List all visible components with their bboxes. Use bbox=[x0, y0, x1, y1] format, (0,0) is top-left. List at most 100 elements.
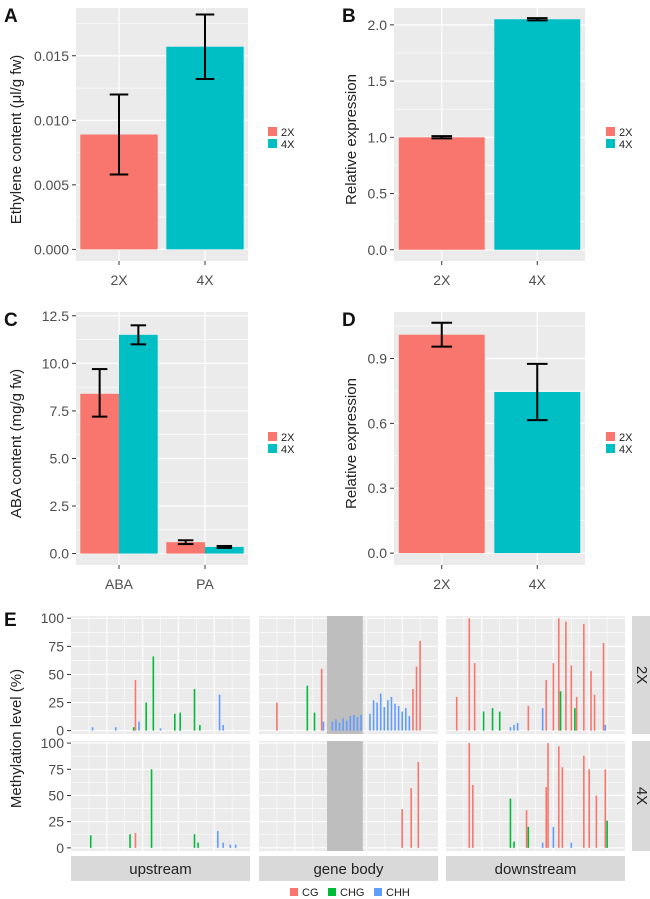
column-strip-label: upstream bbox=[129, 861, 192, 878]
methylation-bar-chg bbox=[498, 711, 501, 731]
methylation-bar-chh bbox=[509, 727, 512, 731]
bar-4x-pa bbox=[205, 546, 244, 554]
panel-letter: E bbox=[4, 610, 17, 631]
gap-region bbox=[327, 741, 363, 851]
methylation-bar-cg bbox=[557, 746, 560, 848]
y-axis-title: Ethylene content (μl/g fw) bbox=[8, 55, 25, 225]
legend-label: CHH bbox=[386, 887, 410, 899]
methylation-bar-cg bbox=[415, 666, 418, 731]
methylation-bar-chg bbox=[527, 826, 530, 848]
methylation-bar-cg bbox=[583, 755, 585, 848]
methylation-bar-chg bbox=[197, 842, 199, 848]
legend-label: 2X bbox=[619, 432, 633, 444]
methylation-bar-cg bbox=[595, 795, 598, 848]
y-tick-label: 0.6 bbox=[368, 415, 388, 431]
methylation-bar-cg bbox=[320, 668, 323, 731]
y-tick-label: 10.0 bbox=[42, 355, 69, 371]
methylation-bar-cg bbox=[604, 769, 607, 848]
methylation-bar-chh bbox=[390, 696, 393, 731]
methylation-bar-chh bbox=[604, 725, 607, 731]
legend-key-4x bbox=[268, 444, 277, 453]
y-axis-title: Methylation level (%) bbox=[8, 669, 25, 808]
methylation-bar-chg bbox=[193, 689, 196, 731]
facet-2x-0 bbox=[71, 616, 250, 734]
methylation-bar-chh bbox=[552, 826, 555, 848]
bar-2x bbox=[398, 334, 485, 554]
y-tick-label: 0.005 bbox=[34, 177, 69, 193]
y-tick-label: 0.0 bbox=[368, 545, 388, 561]
legend-key-cg bbox=[290, 888, 298, 896]
methylation-bar-chh bbox=[379, 693, 382, 731]
methylation-bar-chh bbox=[216, 831, 219, 848]
x-tick-label: 4X bbox=[529, 272, 547, 288]
column-strip bbox=[71, 856, 250, 881]
legend-key-2x bbox=[268, 432, 277, 441]
column-strip bbox=[446, 856, 625, 881]
methylation-bar-chh bbox=[342, 718, 344, 731]
row-strip-label: 2X bbox=[633, 666, 650, 684]
methylation-bar-cg bbox=[557, 618, 560, 731]
gap-region bbox=[327, 616, 363, 734]
facet-4x-1 bbox=[259, 741, 438, 851]
y-tick-label: 100 bbox=[41, 610, 65, 626]
y-tick-label: 0.000 bbox=[34, 241, 69, 257]
methylation-bar-chg bbox=[129, 834, 131, 848]
methylation-bar-chg bbox=[193, 834, 196, 848]
column-strip-label: gene body bbox=[313, 861, 384, 878]
methylation-bar-chh bbox=[513, 725, 515, 731]
legend-key-4x bbox=[606, 139, 615, 148]
methylation-bar-chh bbox=[222, 842, 224, 848]
methylation-bar-chh bbox=[218, 694, 221, 731]
y-tick-label: 0 bbox=[56, 723, 64, 739]
methylation-bar-cg bbox=[134, 833, 137, 848]
y-tick-label: 0.5 bbox=[368, 186, 388, 202]
facet-4x-2 bbox=[446, 741, 625, 851]
facet-2x-1 bbox=[259, 616, 438, 734]
methylation-bar-chg bbox=[606, 820, 608, 848]
legend-label: 4X bbox=[281, 139, 295, 151]
methylation-bar-chh bbox=[356, 717, 359, 731]
methylation-bar-cg bbox=[472, 785, 474, 848]
methylation-bar-cg bbox=[545, 680, 548, 731]
legend-label: 2X bbox=[281, 127, 295, 139]
y-tick-label: 0.015 bbox=[34, 48, 69, 64]
methylation-bar-chh bbox=[394, 703, 396, 731]
methylation-bar-cg bbox=[525, 810, 528, 848]
legend-key-2x bbox=[268, 127, 277, 136]
column-strip bbox=[259, 856, 438, 881]
methylation-bar-chg bbox=[179, 712, 181, 731]
methylation-bar-cg bbox=[417, 761, 420, 848]
y-axis-title: Relative expression bbox=[343, 378, 360, 509]
methylation-bar-chg bbox=[150, 769, 153, 848]
y-tick-label: 0.0 bbox=[50, 546, 70, 562]
methylation-bar-chh bbox=[383, 707, 386, 731]
methylation-bar-chh bbox=[397, 705, 400, 731]
methylation-bar-chg bbox=[513, 841, 515, 848]
methylation-bar-cg bbox=[593, 694, 596, 731]
methylation-bar-chg bbox=[145, 702, 147, 731]
bar-4x-aba bbox=[119, 334, 158, 554]
bar-2x-aba bbox=[80, 393, 119, 554]
x-tick-label: 2X bbox=[433, 272, 451, 288]
x-tick-label: 2X bbox=[110, 272, 128, 288]
methylation-bar-chg bbox=[174, 713, 176, 731]
y-tick-label: 2.0 bbox=[368, 17, 388, 33]
y-tick-label: 25 bbox=[48, 695, 64, 711]
methylation-bar-cg bbox=[134, 680, 137, 731]
bar-4x bbox=[494, 19, 581, 250]
methylation-bar-chh bbox=[349, 716, 352, 731]
methylation-bar-cg bbox=[590, 671, 592, 731]
methylation-bar-cg bbox=[276, 702, 278, 731]
methylation-bar-chh bbox=[234, 844, 237, 848]
column-strip-label: downstream bbox=[495, 861, 577, 878]
x-tick-label: 2X bbox=[433, 576, 451, 592]
methylation-bar-cg bbox=[419, 640, 421, 731]
bar-2x-pa bbox=[166, 542, 205, 554]
legend-label: CHG bbox=[340, 887, 364, 899]
methylation-bar-cg bbox=[570, 665, 573, 731]
panel-letter: D bbox=[342, 310, 356, 331]
methylation-bar-chh bbox=[229, 844, 232, 848]
y-tick-label: 75 bbox=[48, 638, 64, 654]
x-tick-label: 4X bbox=[529, 576, 547, 592]
y-tick-label: 25 bbox=[48, 814, 64, 830]
